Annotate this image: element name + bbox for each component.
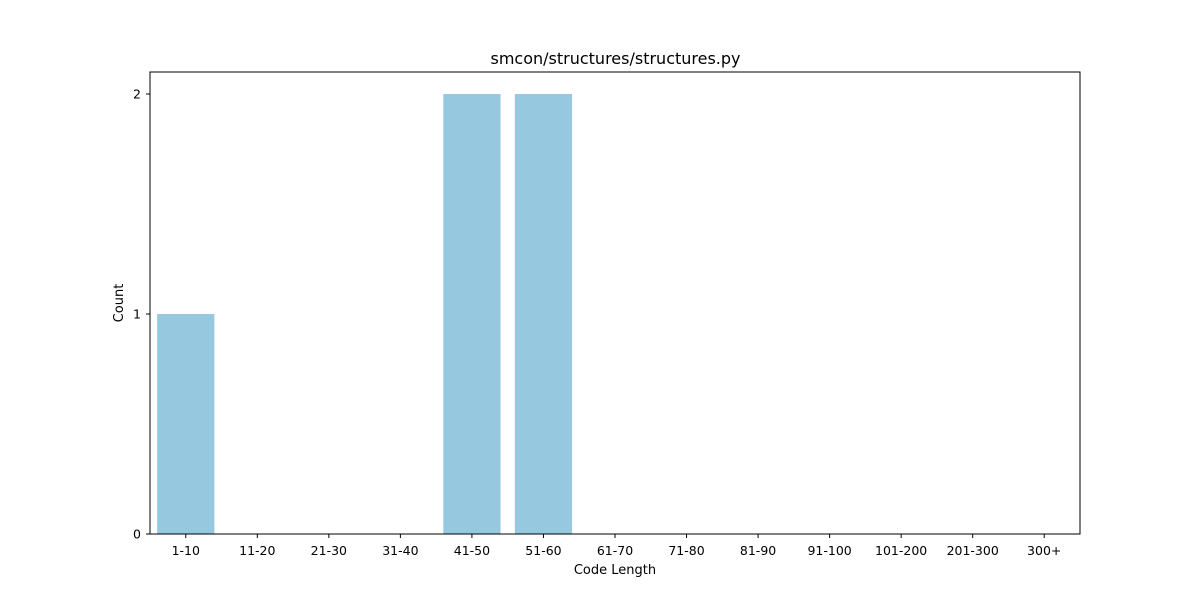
x-tick-label: 21-30	[311, 543, 347, 558]
y-axis-label: Count	[112, 284, 127, 323]
bar-51-60	[514, 94, 573, 534]
x-tick-label: 31-40	[382, 543, 418, 558]
x-tick-label: 61-70	[597, 543, 633, 558]
x-tick-label: 1-10	[172, 543, 200, 558]
x-tick-label: 11-20	[239, 543, 275, 558]
plot-area-frame	[149, 71, 1081, 535]
y-tick-label: 1	[133, 307, 141, 322]
bars-layer	[157, 94, 573, 534]
bar-41-50	[443, 94, 501, 534]
x-tick-label: 101-200	[875, 543, 927, 558]
x-tick-label: 91-100	[807, 543, 851, 558]
chart-title: smcon/structures/structures.py	[490, 49, 740, 68]
x-tick-label: 71-80	[668, 543, 704, 558]
ticks-layer: 1-10 11-20 21-30 31-40 41-50 51-60 61-70 71-80 8…	[133, 87, 1061, 559]
x-tick-label: 300+	[1027, 543, 1061, 558]
y-tick-label: 0	[133, 527, 141, 542]
y-tick-label: 2	[133, 87, 141, 102]
x-tick-label: 41-50	[454, 543, 490, 558]
x-tick-label: 51-60	[525, 543, 561, 558]
x-axis-label: Code Length	[574, 563, 656, 578]
x-tick-label: 81-90	[740, 543, 776, 558]
x-tick-label: 201-300	[947, 543, 999, 558]
bar-1-10	[157, 314, 215, 534]
